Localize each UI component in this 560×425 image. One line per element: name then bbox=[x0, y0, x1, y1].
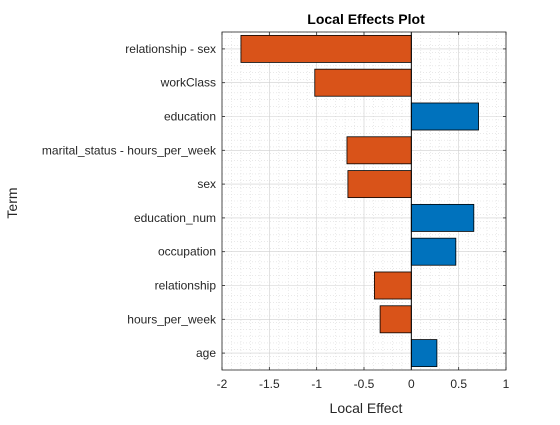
chart-title: Local Effects Plot bbox=[307, 11, 425, 27]
bar-education-num bbox=[410, 203, 475, 232]
bar-hours-per-week bbox=[379, 305, 412, 334]
x-tick-label: 0.5 bbox=[450, 377, 467, 391]
y-tick-label: age bbox=[196, 346, 216, 360]
x-axis-label: Local Effect bbox=[330, 400, 403, 416]
y-tick-label: education bbox=[164, 110, 216, 124]
y-tick-label: marital_status - hours_per_week bbox=[42, 143, 217, 157]
bar-relationship-sex bbox=[240, 34, 412, 63]
y-tick-label: education_num bbox=[134, 211, 216, 225]
y-tick-label: relationship bbox=[155, 279, 217, 293]
x-tick-label: 0 bbox=[408, 377, 415, 391]
y-tick-label: sex bbox=[197, 177, 216, 191]
bar-workclass bbox=[314, 68, 412, 97]
bars-layer bbox=[240, 34, 479, 368]
y-tick-label: occupation bbox=[158, 245, 216, 259]
x-tick-label: -1 bbox=[311, 377, 322, 391]
axes-layer bbox=[221, 31, 507, 371]
y-tick-label: hours_per_week bbox=[127, 312, 217, 326]
bar-relationship bbox=[374, 271, 412, 300]
x-tick-label: 1 bbox=[503, 377, 510, 391]
bar-education bbox=[410, 102, 479, 131]
bar-occupation bbox=[410, 237, 457, 266]
bar-sex bbox=[347, 170, 412, 199]
labels-layer: -2 -1.5 -1 -0.5 0 0.5 1 relationship - sex workC… bbox=[42, 42, 510, 391]
y-tick-label: relationship - sex bbox=[125, 42, 216, 56]
x-tick-label: -0.5 bbox=[354, 377, 375, 391]
x-tick-label: -2 bbox=[217, 377, 228, 391]
x-tick-label: -1.5 bbox=[259, 377, 280, 391]
y-axis-label: Term bbox=[4, 187, 20, 218]
y-tick-label: workClass bbox=[160, 76, 216, 90]
bar-age bbox=[410, 339, 438, 368]
bar-marital-status-hours-per-week bbox=[346, 136, 412, 165]
